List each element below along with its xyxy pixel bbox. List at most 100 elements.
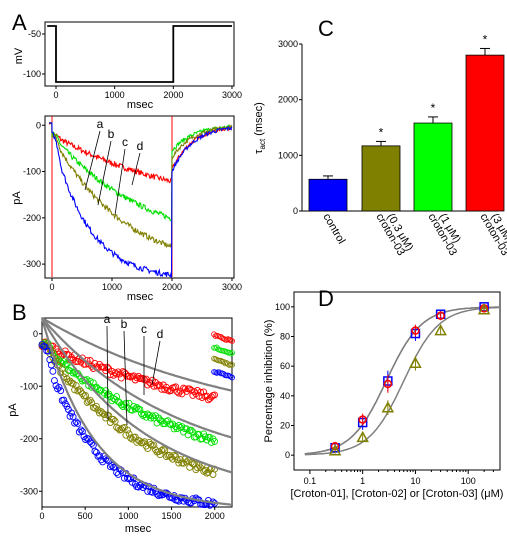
data-point-c (175, 459, 183, 467)
inset-point (226, 349, 233, 356)
current-trace-d (48, 122, 233, 278)
data-point-d (72, 418, 80, 426)
panel-d-ytick-label: 40 (280, 391, 290, 401)
data-point-b (131, 405, 139, 413)
data-point-b (201, 433, 209, 441)
data-point-c (172, 453, 180, 460)
inset-point (229, 361, 236, 368)
data-point-a (117, 374, 125, 382)
dose-response-series-circle (330, 304, 489, 451)
data-point-d (60, 396, 68, 404)
data-point-b (88, 383, 96, 391)
panel-b-annotation-b: b (121, 317, 128, 331)
data-point-d (96, 452, 103, 460)
data-point-c (100, 411, 108, 419)
panel-b-ytick-label: 0 (33, 329, 38, 339)
data-point-c (147, 441, 155, 448)
data-point-d (66, 412, 74, 420)
panel-b-xtick-label: 1500 (162, 511, 182, 521)
data-point-c (103, 411, 111, 419)
panel-b-annotation-line-b (123, 330, 128, 426)
data-point-c (88, 399, 96, 407)
data-point-c (58, 365, 66, 373)
panel-a-annotation-line-b (97, 140, 112, 206)
data-point-c (150, 441, 158, 449)
data-point-c (156, 451, 164, 459)
data-point-c (206, 466, 214, 474)
data-point-a (139, 375, 147, 382)
panel-a-top-xtick-label: 3000 (222, 90, 242, 100)
significance-star-2: * (431, 101, 436, 115)
data-point-d (75, 428, 83, 436)
category-label-0: control (320, 212, 347, 247)
data-point-c (99, 409, 107, 417)
exponential-fit-a (41, 317, 233, 392)
dose-response-series-square (330, 302, 489, 453)
panel-b-ytick-label: -300 (20, 486, 38, 496)
data-point-a (113, 370, 121, 378)
data-point-c (183, 458, 191, 466)
panel-b-annotation-a: a (104, 312, 111, 326)
panel-d-xtick-label: 10 (410, 476, 420, 486)
dose-point-triangle (328, 444, 342, 456)
panel-a-top-xtick-label: 1000 (105, 90, 125, 100)
data-point-c (161, 446, 169, 454)
panel-a-top-xtick-label: 0 (53, 90, 58, 100)
panel-a-annotation-line-c (114, 148, 126, 216)
panel-b-xlabel: msec (125, 523, 152, 535)
panel-a-bottom-xtick-label: 2000 (162, 282, 182, 292)
panel-a-bottom-ytick-label: 0 (36, 120, 41, 130)
data-point-a (172, 383, 180, 391)
bar-2 (413, 122, 453, 212)
panel-d-xlabel: [Croton-01], [Croton-02] or [Croton-03] … (291, 488, 504, 500)
panel-b-annotation-line-d (151, 340, 161, 386)
data-point-b (175, 421, 183, 429)
panel-a-top-frame (44, 21, 235, 87)
inset-point (228, 350, 234, 357)
inset-point (228, 373, 234, 380)
data-point-d (207, 500, 215, 508)
data-point-a (211, 391, 219, 399)
data-point-d (78, 428, 86, 435)
data-point-c (92, 402, 100, 410)
exponential-fit-b (41, 317, 233, 439)
dose-point-triangle (477, 303, 491, 315)
panel-a-bottom-xtick-label: 3000 (222, 282, 242, 292)
panel-d-xtick-label: 1 (360, 476, 365, 486)
data-point-d (63, 402, 71, 410)
panel-b-xtick-label: 500 (78, 511, 93, 521)
panel-a-annotation-a: a (97, 117, 104, 131)
data-point-c (124, 426, 131, 434)
panel-d-ytick-label: 60 (280, 361, 290, 371)
panel-b-xtick-label: 2000 (205, 511, 225, 521)
data-point-a (156, 382, 164, 390)
data-point-d (148, 488, 156, 496)
data-point-b (113, 393, 121, 401)
data-point-c (187, 459, 195, 467)
panel-b-frame (41, 317, 233, 508)
data-point-b (136, 405, 144, 413)
panel-label-c: C (318, 16, 334, 41)
panel-label-a: A (12, 10, 27, 35)
dose-point-circle (436, 311, 445, 320)
panel-a-annotation-c: c (122, 135, 128, 149)
panel-a-bottom-xtick-label: 1000 (102, 282, 122, 292)
data-point-d (49, 367, 57, 375)
data-point-d (108, 462, 116, 470)
inset-traces (211, 331, 236, 381)
data-point-d (155, 492, 163, 500)
data-point-c (96, 409, 103, 417)
panel-c-ytick-label: 3000 (278, 39, 298, 49)
panel-d-xtick-label: 100 (461, 476, 476, 486)
panel-b-annotation-c: c (141, 322, 147, 336)
data-point-d (69, 413, 77, 421)
data-point-c (111, 417, 119, 425)
panel-a-top-xtick-label: 2000 (163, 90, 183, 100)
panel-label-d: D (318, 286, 334, 311)
panel-d-ytick-label: 0 (285, 450, 290, 460)
inset-point (223, 337, 230, 343)
panel-b-ytick-label: -100 (20, 381, 38, 391)
panel-d-ytick-label: 80 (280, 332, 290, 342)
data-point-d (71, 419, 79, 427)
panel-d-ytick-label: 100 (275, 302, 290, 312)
